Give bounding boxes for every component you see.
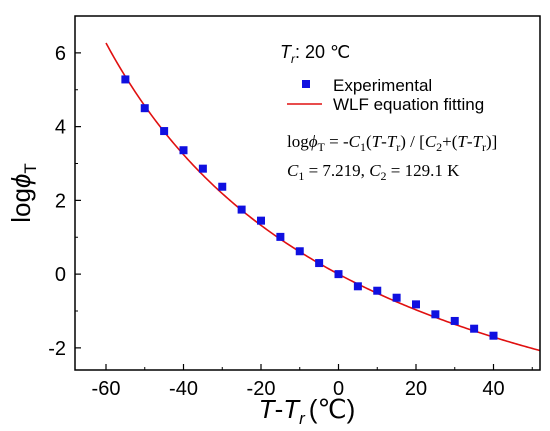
y-tick-label: 2 [55,190,66,212]
legend-marker-experimental [302,80,310,88]
experimental-point [295,247,304,256]
experimental-point [392,293,401,302]
experimental-point [315,259,324,268]
experimental-point [373,286,382,295]
wlf-equation: logϕT = -C1(T-Tr) / [C2+(T-Tr)] [287,132,497,154]
x-tick-label: 40 [482,378,504,400]
experimental-point [160,127,169,136]
experimental-point [276,232,285,241]
x-tick-label: 0 [333,378,344,400]
x-tick-label: -60 [92,378,121,400]
wlf-constants: C1 = 7.219, C2 = 129.1 K [287,161,460,183]
y-tick-label: 0 [55,264,66,286]
wlf-fit-line [105,42,541,352]
x-tick-label: 20 [405,378,427,400]
legend-label-experimental: Experimental [333,76,432,95]
plot-frame [74,15,541,371]
plot-area [105,42,541,352]
x-tick-label: -40 [169,378,198,400]
y-tick-label: 6 [55,43,66,65]
experimental-point [470,324,479,333]
experimental-point [140,104,149,113]
y-tick-label: -2 [48,338,66,360]
experimental-point [218,182,227,191]
experimental-point [179,146,188,155]
x-tick-label: -20 [247,378,276,400]
experimental-point [353,282,362,291]
experimental-point [489,331,498,340]
legend: Experimental WLF equation fitting [287,76,484,114]
y-axis-title: logϕT [6,163,40,223]
reference-temperature-label: Tr: 20 ℃ [280,42,350,66]
experimental-point [334,270,343,279]
experimental-point [121,75,130,84]
experimental-point [450,316,459,325]
x-axis-title: T-Tr (℃) [259,394,356,428]
legend-label-wlf: WLF equation fitting [333,95,484,114]
experimental-point [198,164,207,173]
experimental-point [431,310,440,319]
experimental-point [237,205,246,214]
y-tick-label: 4 [55,117,66,139]
experimental-point [257,216,265,225]
experimental-point [412,300,420,309]
